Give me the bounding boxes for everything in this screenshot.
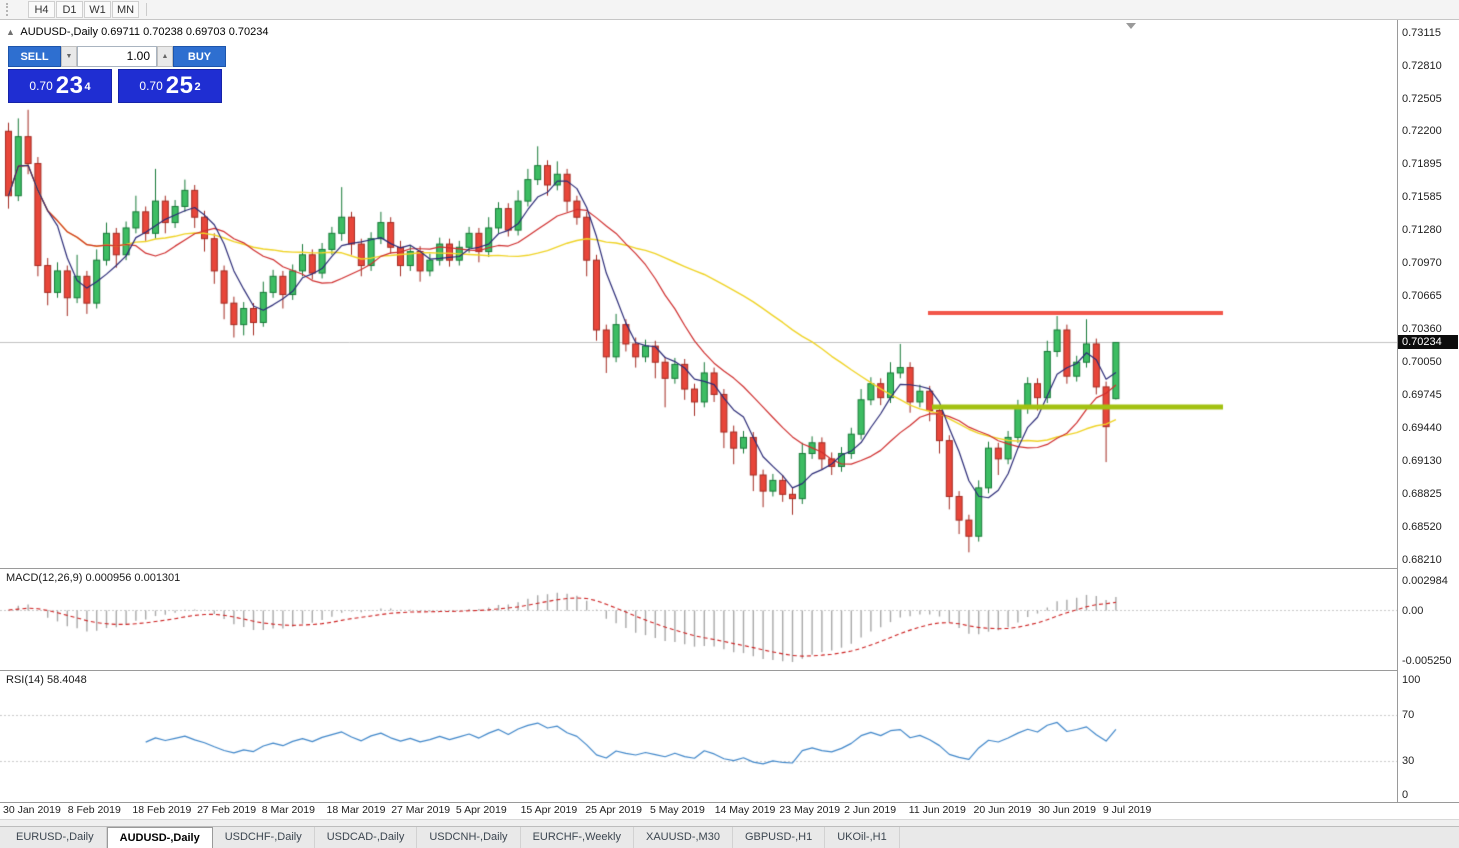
date-axis-label: 27 Feb 2019 <box>197 804 257 816</box>
scale-label: 0.70360 <box>1402 323 1442 335</box>
scale-label: 0.72810 <box>1402 60 1442 72</box>
date-axis-label: 25 Apr 2019 <box>585 804 642 816</box>
sell-price-prefix: 0.70 <box>29 79 53 93</box>
chart-tab-bar: EURUSD-,Daily AUDUSD-,Daily USDCHF-,Daily U… <box>0 826 1459 848</box>
chart-tab[interactable]: AUDUSD-,Daily <box>106 827 213 848</box>
scale-label: 0.71585 <box>1402 191 1442 203</box>
rsi-header: RSI(14) 58.4048 <box>6 674 87 686</box>
price-chart-canvas[interactable] <box>0 20 1397 568</box>
scale-label: 0.72505 <box>1402 93 1442 105</box>
scale-label: 0.68825 <box>1402 488 1442 500</box>
scale-label: 70 <box>1402 709 1415 721</box>
scale-label: 0.70050 <box>1402 356 1442 368</box>
buy-price-point: 2 <box>194 81 201 93</box>
date-axis-label: 2 Jun 2019 <box>844 804 897 816</box>
scale-label: 0.002984 <box>1402 575 1448 587</box>
chart-ohlc-values: 0.69711 0.70238 0.69703 0.70234 <box>101 26 269 38</box>
chart-tab[interactable]: USDCHF-,Daily <box>213 827 315 848</box>
buy-price-box[interactable]: 0.70 25 2 <box>118 69 222 103</box>
chart-symbol-period: AUDUSD-,Daily <box>20 26 98 38</box>
one-click-trade-panel: SELL ▼ 1.00 ▲ BUY 0.70 23 4 0.70 25 2 <box>8 46 226 103</box>
date-axis-label: 5 May 2019 <box>650 804 705 816</box>
sell-price-point: 4 <box>84 81 91 93</box>
scale-label: 0.70665 <box>1402 290 1442 302</box>
rsi-indicator-canvas[interactable] <box>0 671 1397 801</box>
scale-label: 30 <box>1402 755 1415 767</box>
buy-price-prefix: 0.70 <box>139 79 163 93</box>
price-scale[interactable] <box>1397 20 1459 802</box>
date-axis-label: 18 Feb 2019 <box>132 804 192 816</box>
sell-price-box[interactable]: 0.70 23 4 <box>8 69 112 103</box>
date-axis-label: 30 Jan 2019 <box>3 804 61 816</box>
timeframe-toolbar: H4 D1 W1 MN <box>0 0 1459 20</box>
date-axis-label: 8 Mar 2019 <box>261 804 315 816</box>
scale-label: 0.73115 <box>1402 27 1441 39</box>
scale-label: 0.69745 <box>1402 389 1442 401</box>
macd-pane-separator[interactable] <box>0 568 1459 569</box>
chart-title: ▲ AUDUSD-,Daily 0.69711 0.70238 0.69703 … <box>6 26 268 38</box>
date-axis-label: 8 Feb 2019 <box>67 804 121 816</box>
date-axis-label: 27 Mar 2019 <box>391 804 451 816</box>
scale-label: 0.69130 <box>1402 455 1442 467</box>
macd-header: MACD(12,26,9) 0.000956 0.001301 <box>6 572 181 584</box>
chart-tab[interactable]: EURCHF-,Weekly <box>521 827 634 848</box>
sell-button[interactable]: SELL <box>8 46 61 67</box>
sell-price-pips: 23 <box>55 72 84 99</box>
bottom-strip <box>0 819 1459 826</box>
chart-tab[interactable]: EURUSD-,Daily <box>4 827 107 848</box>
scale-label: -0.005250 <box>1402 655 1452 667</box>
timeframe-button-h4[interactable]: H4 <box>28 1 55 18</box>
volume-increase-icon[interactable]: ▲ <box>157 46 173 67</box>
scale-label: 0.68520 <box>1402 521 1442 533</box>
date-axis-label: 9 Jul 2019 <box>1102 804 1152 816</box>
current-price-badge: 0.70234 <box>1398 335 1458 349</box>
toolbar-grip[interactable] <box>6 3 11 16</box>
timeframe-buttons: H4 D1 W1 MN <box>28 1 140 18</box>
volume-input[interactable]: 1.00 <box>77 46 157 67</box>
chart-tab[interactable]: USDCNH-,Daily <box>417 827 521 848</box>
buy-button[interactable]: BUY <box>173 46 226 67</box>
chart-tab[interactable]: UKOil-,H1 <box>825 827 900 848</box>
date-axis-label: 23 May 2019 <box>779 804 841 816</box>
scale-label: 0.68210 <box>1402 554 1442 566</box>
scroll-to-end-icon[interactable] <box>1126 23 1136 29</box>
macd-indicator-canvas[interactable] <box>0 569 1397 669</box>
volume-decrease-icon[interactable]: ▼ <box>61 46 77 67</box>
scale-label: 100 <box>1402 674 1421 686</box>
chart-collapse-icon[interactable]: ▲ <box>6 27 15 37</box>
timeframe-button-d1[interactable]: D1 <box>56 1 83 18</box>
scale-label: 0.72200 <box>1402 125 1442 137</box>
toolbar-separator <box>146 3 147 16</box>
chart-tab[interactable]: XAUUSD-,M30 <box>634 827 733 848</box>
buy-price-pips: 25 <box>165 72 194 99</box>
chart-tab[interactable]: GBPUSD-,H1 <box>733 827 826 848</box>
date-axis-label: 15 Apr 2019 <box>520 804 578 816</box>
scale-label: 0.70970 <box>1402 257 1442 269</box>
date-axis-label: 18 Mar 2019 <box>326 804 386 816</box>
axis-separator <box>0 802 1459 803</box>
timeframe-button-w1[interactable]: W1 <box>84 1 111 18</box>
scale-label: 0.00 <box>1402 605 1424 617</box>
timeframe-button-mn[interactable]: MN <box>112 1 139 18</box>
chart-tab[interactable]: USDCAD-,Daily <box>315 827 418 848</box>
date-axis-label: 30 Jun 2019 <box>1038 804 1096 816</box>
date-axis-label: 20 Jun 2019 <box>973 804 1032 816</box>
date-axis-label: 11 Jun 2019 <box>908 804 966 816</box>
rsi-pane-separator[interactable] <box>0 670 1459 671</box>
scale-label: 0 <box>1402 789 1409 801</box>
scale-label: 0.71895 <box>1402 158 1442 170</box>
date-axis-label: 14 May 2019 <box>714 804 776 816</box>
date-axis[interactable]: 30 Jan 2019 8 Feb 2019 18 Feb 2019 27 Feb 2… <box>0 803 1397 819</box>
scale-label: 0.71280 <box>1402 224 1442 236</box>
scale-label: 0.69440 <box>1402 422 1442 434</box>
date-axis-label: 5 Apr 2019 <box>455 804 507 816</box>
